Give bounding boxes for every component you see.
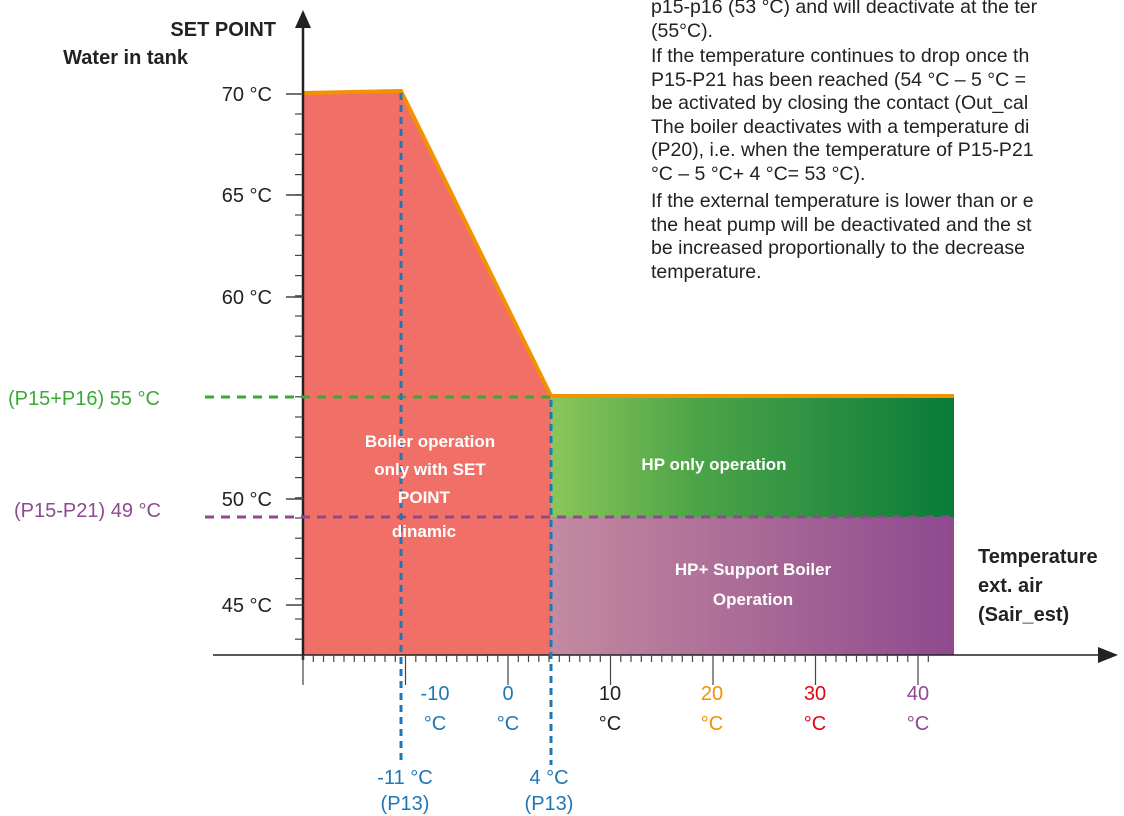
boiler-region [303, 92, 551, 655]
text-line: be activated by closing the contact (Out… [651, 92, 1029, 114]
x-axis-title-line: Temperature [978, 546, 1098, 568]
hp-only-region [551, 398, 954, 517]
text-line: °C – 5 °C+ 4 °C= 53 °C). [651, 162, 866, 185]
region-label-line: POINT [398, 488, 451, 507]
x-tick-unit: °C [424, 713, 446, 735]
text-line: The boiler deactivates with a temperatur… [651, 115, 1030, 138]
p13-high-value: 4 °C [529, 767, 568, 789]
y-axis-subtitle: Water in tank [63, 47, 189, 69]
x-tick-value: 20 [701, 683, 723, 705]
y-minor-ticks [295, 113, 303, 640]
y-major-ticks [286, 93, 303, 606]
region-label-line: Operation [713, 590, 793, 609]
p15-p16-label: (P15+P16) 55 °C [8, 388, 160, 410]
hp-only-label: HP only operation [641, 455, 786, 474]
y-axis-arrow-icon [295, 10, 311, 28]
y-tick-label: 70 °C [222, 84, 272, 106]
y-tick-label: 60 °C [222, 287, 272, 309]
text-line: If the temperature continues to drop onc… [651, 45, 1030, 67]
x-minor-ticks [302, 655, 929, 685]
x-tick-value: 10 [599, 683, 621, 705]
p13-low-param: (P13) [381, 793, 430, 815]
text-line: temperature. [651, 260, 762, 283]
x-axis-arrow-icon [1098, 647, 1118, 663]
x-tick-unit: °C [907, 713, 929, 735]
p13-high-param: (P13) [525, 793, 574, 815]
setpoint-curve [302, 88, 954, 398]
x-tick-value: 30 [804, 683, 826, 705]
hp-support-label: HP+ Support Boiler Operation [675, 560, 832, 609]
x-axis-title-line: ext. air [978, 575, 1043, 597]
p13-low-value: -11 °C [377, 767, 432, 789]
boiler-region-label: Boiler operation only with SET POINT din… [365, 432, 495, 541]
x-tick-value: 40 [907, 683, 929, 705]
region-label-line: HP+ Support Boiler [675, 560, 832, 579]
x-tick-unit: °C [804, 713, 826, 735]
x-tick-value: -10 [421, 683, 450, 705]
explanatory-text: p15-p16 (53 °C) and will deactivate at t… [651, 0, 1124, 284]
text-line: P15-P21 has been reached (54 °C – 5 °C = [651, 68, 1026, 91]
p13-labels: -11 °C (P13) 4 °C (P13) [377, 767, 573, 815]
x-tick-labels: -10 °C 0 °C 10 °C 20 °C 30 °C 40 °C [421, 683, 930, 735]
y-tick-label: 45 °C [222, 595, 272, 617]
x-tick-unit: °C [497, 713, 519, 735]
region-label-line: Boiler operation [365, 432, 495, 451]
region-label-line: dinamic [392, 522, 456, 541]
x-tick-value: 0 [502, 683, 513, 705]
p15-p21-label: (P15-P21) 49 °C [14, 500, 161, 522]
x-tick-unit: °C [599, 713, 621, 735]
text-line: the heat pump will be deactivated and th… [651, 213, 1032, 236]
x-tick-unit: °C [701, 713, 723, 735]
text-line: If the external temperature is lower tha… [651, 190, 1034, 212]
x-axis-title: Temperature ext. air (Sair_est) [978, 546, 1103, 626]
text-line: (55°C). [651, 19, 713, 42]
y-axis-title: SET POINT [170, 19, 276, 41]
x-axis-title-line: (Sair_est) [978, 604, 1069, 626]
region-label-line: only with SET [374, 460, 486, 479]
hp-support-region [551, 517, 954, 655]
y-tick-label: 50 °C [222, 489, 272, 511]
text-line: p15-p16 (53 °C) and will deactivate at t… [651, 0, 1038, 18]
y-tick-label: 65 °C [222, 185, 272, 207]
text-line: (P20), i.e. when the temperature of P15-… [651, 139, 1034, 161]
text-line: be increased proportionally to the decre… [651, 237, 1025, 259]
